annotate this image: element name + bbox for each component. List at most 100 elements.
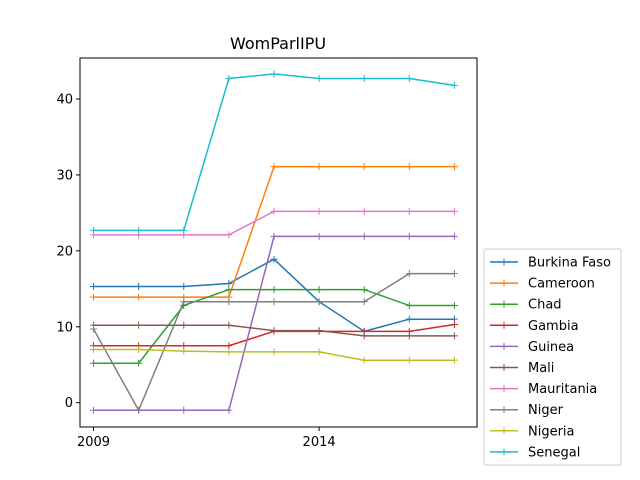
- series-niger: [90, 270, 458, 414]
- data-point: [450, 270, 458, 278]
- data-point: [315, 327, 323, 335]
- data-point: [225, 321, 233, 329]
- data-point: [90, 226, 98, 234]
- series-chad: [90, 286, 458, 367]
- data-point: [270, 286, 278, 294]
- y-tick-label: 0: [65, 396, 73, 411]
- data-point: [405, 75, 413, 82]
- data-point: [450, 232, 458, 240]
- data-point: [405, 332, 413, 340]
- legend-item: Senegal: [490, 445, 580, 460]
- legend-label: Cameroon: [528, 277, 595, 292]
- data-point: [360, 75, 368, 82]
- legend-box: [483, 248, 622, 466]
- data-point: [405, 232, 413, 240]
- legend-marker: [500, 385, 508, 393]
- data-point: [135, 283, 143, 291]
- legend-marker: [500, 279, 508, 287]
- data-point: [180, 406, 188, 414]
- legend-item: Mauritania: [490, 382, 597, 397]
- data-point: [360, 356, 368, 364]
- series-guinea: [90, 232, 458, 414]
- legend-label: Gambia: [528, 319, 579, 334]
- data-point: [225, 231, 233, 239]
- y-axis: 0 10 20 30 40: [56, 93, 80, 411]
- legend-item: Burkina Faso: [490, 256, 611, 271]
- data-point: [225, 75, 233, 82]
- data-point: [225, 298, 233, 306]
- legend-item: Nigeria: [490, 424, 575, 439]
- data-point: [360, 232, 368, 240]
- data-point: [360, 286, 368, 294]
- data-point: [225, 342, 233, 350]
- data-point: [180, 298, 188, 306]
- chart-title: WomParlIPU: [230, 34, 326, 53]
- legend-label: Nigeria: [528, 424, 575, 439]
- data-point: [315, 75, 323, 82]
- data-point: [225, 406, 233, 414]
- data-point: [90, 406, 98, 414]
- series-senegal: [90, 70, 458, 234]
- legend: Burkina Faso Cameroon Chad Gambia Guinea Mali…: [483, 248, 622, 466]
- x-tick-label: 2009: [77, 435, 110, 450]
- legend-item: Cameroon: [490, 277, 595, 292]
- data-point: [450, 321, 458, 328]
- data-point: [270, 163, 278, 171]
- series-mali: [90, 321, 458, 340]
- data-point: [315, 298, 323, 306]
- legend-label: Burkina Faso: [528, 256, 611, 271]
- data-point: [405, 207, 413, 215]
- data-point: [135, 321, 143, 329]
- legend-label: Guinea: [528, 340, 574, 355]
- data-point: [405, 315, 413, 323]
- legend-item: Chad: [490, 298, 562, 313]
- legend-marker: [500, 448, 508, 456]
- data-point: [450, 207, 458, 215]
- data-point: [135, 226, 143, 234]
- data-point: [315, 232, 323, 240]
- series-mauritania: [90, 207, 458, 239]
- data-point: [315, 286, 323, 294]
- data-point: [90, 346, 98, 354]
- data-point: [90, 325, 98, 333]
- legend-label: Niger: [528, 403, 564, 418]
- legend-marker: [500, 342, 508, 350]
- legend-label: Chad: [528, 298, 562, 313]
- data-point: [135, 346, 143, 354]
- legend-marker: [500, 300, 508, 308]
- data-point: [270, 255, 278, 263]
- data-point: [450, 81, 458, 89]
- data-point: [405, 163, 413, 171]
- data-point: [270, 70, 278, 78]
- data-point: [180, 283, 188, 291]
- series-lines: [90, 70, 458, 414]
- data-point: [225, 348, 233, 356]
- x-axis: 2009 2014: [77, 427, 336, 450]
- data-point: [180, 321, 188, 329]
- legend-marker: [500, 321, 508, 329]
- data-point: [405, 356, 413, 364]
- plot-frame: [79, 57, 478, 428]
- series-line: [93, 73, 455, 232]
- data-point: [135, 359, 143, 367]
- data-point: [360, 207, 368, 215]
- data-point: [405, 270, 413, 278]
- legend-marker: [500, 258, 508, 266]
- legend-item: Guinea: [490, 340, 574, 355]
- data-point: [450, 356, 458, 364]
- data-point: [270, 327, 278, 335]
- data-point: [135, 406, 143, 414]
- data-point: [270, 348, 278, 356]
- x-tick-label: 2014: [303, 435, 336, 450]
- legend-item: Gambia: [490, 319, 579, 334]
- legend-marker: [500, 427, 508, 435]
- series-cameroon: [90, 163, 458, 301]
- series-burkina-faso: [90, 255, 458, 335]
- data-point: [315, 348, 323, 356]
- data-point: [270, 298, 278, 306]
- data-point: [360, 298, 368, 306]
- legend-item: Mali: [490, 361, 554, 376]
- y-tick-label: 20: [56, 244, 73, 259]
- data-point: [180, 347, 188, 355]
